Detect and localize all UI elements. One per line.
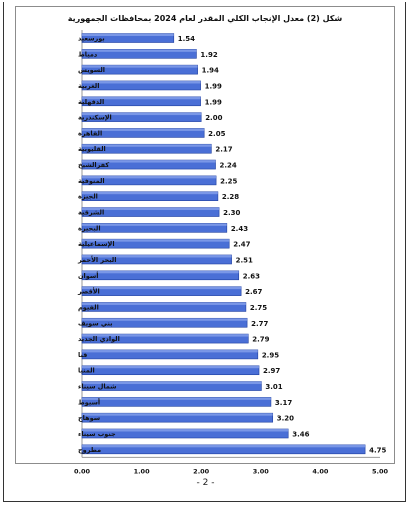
category-label: المنيا: [78, 367, 95, 375]
data-label: 2.51: [236, 256, 253, 264]
bar-highlight: [82, 80, 201, 84]
data-label: 1.99: [205, 98, 222, 106]
category-label: السويس: [78, 66, 105, 74]
category-label: الشرقية: [78, 209, 104, 217]
x-tick-label: 1.00: [134, 467, 151, 475]
chart-area: [15, 6, 395, 464]
category-label: مطروح: [78, 446, 101, 454]
bar-highlight: [82, 302, 246, 305]
bar-highlight: [82, 160, 216, 163]
category-label: سوهاج: [78, 414, 100, 422]
category-label: البحر الأحمر: [77, 255, 116, 264]
category-label: الفيوم: [78, 303, 99, 311]
data-label: 4.75: [369, 446, 386, 454]
data-label: 2.97: [263, 367, 280, 375]
bar-highlight: [82, 96, 201, 100]
data-label: 2.95: [262, 351, 279, 359]
data-label: 2.77: [251, 320, 268, 328]
bar-highlight: [82, 413, 273, 416]
category-label: الجيزة: [78, 193, 98, 201]
x-tick-label: 2.00: [193, 467, 210, 475]
data-label: 2.28: [222, 193, 239, 201]
bar-highlight: [82, 318, 248, 321]
category-label: الدقهلية: [78, 98, 104, 106]
x-tick-label: 5.00: [372, 467, 389, 475]
bar-highlight: [82, 334, 249, 337]
category-label: بني سويف: [78, 319, 113, 327]
data-label: 2.79: [252, 336, 269, 344]
bar-highlight: [82, 175, 217, 179]
bar-highlight: [82, 349, 258, 353]
bar-highlight: [82, 397, 271, 400]
bar-highlight: [82, 254, 232, 258]
bar-highlight: [82, 429, 289, 432]
data-label: 3.17: [275, 399, 292, 407]
data-label: 2.24: [220, 162, 237, 170]
data-label: 2.05: [208, 130, 225, 138]
bar-highlight: [82, 365, 260, 369]
bar-highlight: [82, 223, 227, 226]
data-label: 2.17: [215, 146, 232, 154]
category-label: الوادي الجديد: [78, 335, 120, 343]
x-tick-label: 4.00: [312, 467, 329, 475]
data-label: 2.25: [220, 177, 237, 185]
category-label: كفرالشيخ: [78, 161, 109, 169]
bar-highlight: [82, 239, 230, 242]
data-label: 2.00: [205, 114, 222, 122]
bar-highlight: [82, 286, 242, 290]
category-label: دمياط: [78, 50, 98, 58]
bar-highlight: [82, 144, 212, 147]
page-frame: [3, 2, 406, 502]
category-label: الأقصر: [77, 287, 100, 296]
category-label: قنا: [78, 351, 87, 359]
category-label: الإسماعيلية: [78, 240, 115, 248]
category-label: البحيرة: [78, 224, 101, 232]
data-label: 2.30: [223, 209, 240, 217]
bar-highlight: [82, 33, 174, 36]
bar-highlight: [82, 381, 262, 385]
category-label: بورسعيد: [78, 35, 105, 43]
data-label: 2.75: [250, 304, 267, 312]
data-label: 1.54: [178, 35, 195, 43]
page-number: - 2 -: [196, 478, 215, 488]
chart-title: شكل (2) معدل الإنجاب الكلي المقدر لعام 2…: [67, 14, 343, 23]
bar-highlight: [82, 444, 366, 448]
category-label: القاهرة: [78, 129, 102, 137]
bar-highlight: [82, 49, 197, 52]
bar-highlight: [82, 191, 218, 195]
data-label: 3.20: [277, 415, 294, 423]
x-tick-label: 3.00: [253, 467, 270, 475]
bar-highlight: [82, 65, 198, 68]
category-label: جنوب سيناء: [78, 430, 116, 438]
data-label: 3.01: [265, 383, 282, 391]
category-label: المنوفية: [78, 177, 105, 185]
category-label: أسيوط: [78, 397, 100, 406]
category-label: أسوان: [78, 271, 98, 280]
data-label: 2.43: [231, 225, 248, 233]
category-label: الغربية: [78, 82, 99, 90]
data-label: 1.94: [202, 67, 219, 75]
data-label: 2.63: [243, 272, 260, 280]
data-label: 1.92: [200, 51, 217, 59]
bar-highlight: [82, 270, 239, 274]
bar-highlight: [82, 112, 202, 116]
category-label: شمال سيناء: [78, 383, 117, 391]
data-label: 3.46: [292, 431, 309, 439]
data-label: 2.67: [245, 288, 262, 296]
category-label: الإسكندرية: [78, 114, 112, 122]
bar-highlight: [82, 128, 205, 131]
category-label: القليوبية: [78, 145, 106, 153]
data-label: 2.47: [233, 241, 250, 249]
bar-highlight: [82, 207, 220, 211]
x-tick-label: 0.00: [74, 467, 91, 475]
data-label: 1.99: [205, 82, 222, 90]
